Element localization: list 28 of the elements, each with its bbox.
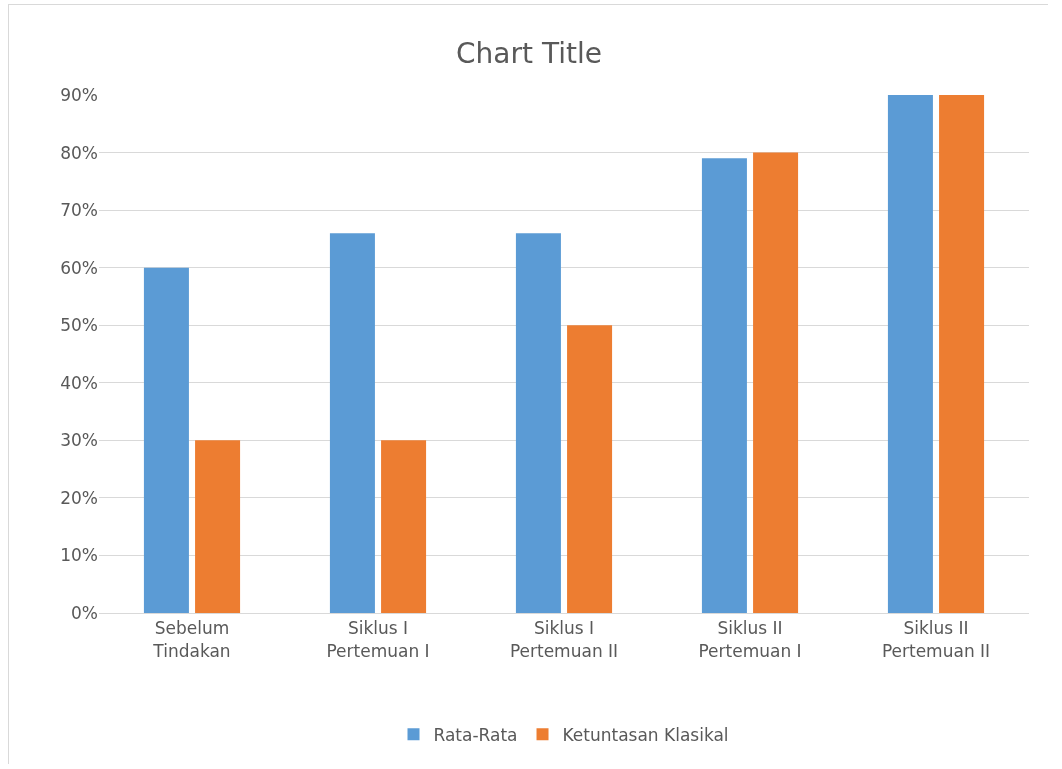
bar xyxy=(195,440,241,613)
y-tick-label: 50% xyxy=(60,315,98,336)
y-tick-label: 90% xyxy=(60,84,98,105)
x-tick-label: Siklus I Pertemuan I xyxy=(326,618,430,661)
y-tick-label: 70% xyxy=(60,200,98,221)
y-tick-label: 20% xyxy=(60,487,98,508)
y-tick-label: 80% xyxy=(60,142,98,163)
x-tick-label: Sebelum Tindakan xyxy=(152,618,231,661)
bar xyxy=(701,158,747,613)
bar xyxy=(753,152,799,613)
x-tick-label: Siklus II Pertemuan I xyxy=(698,618,802,661)
y-tick-label: 10% xyxy=(60,545,98,566)
bar xyxy=(887,95,933,613)
bar xyxy=(329,233,375,613)
bar xyxy=(939,95,985,613)
legend-label: Rata-Rata xyxy=(433,724,518,745)
bar xyxy=(567,325,613,613)
legend-label: Ketuntasan Klasikal xyxy=(562,724,729,745)
y-tick-label: 40% xyxy=(60,372,98,393)
x-tick-label: Siklus I Pertemuan II xyxy=(509,618,619,661)
bar xyxy=(515,233,561,613)
bar xyxy=(381,440,427,613)
y-tick-label: 0% xyxy=(71,602,98,623)
y-tick-label: 30% xyxy=(60,430,98,451)
bar xyxy=(143,267,189,613)
x-tick-label: Siklus II Pertemuan II xyxy=(881,618,991,661)
chart-title: Chart Title xyxy=(456,36,602,70)
y-tick-label: 60% xyxy=(60,257,98,278)
